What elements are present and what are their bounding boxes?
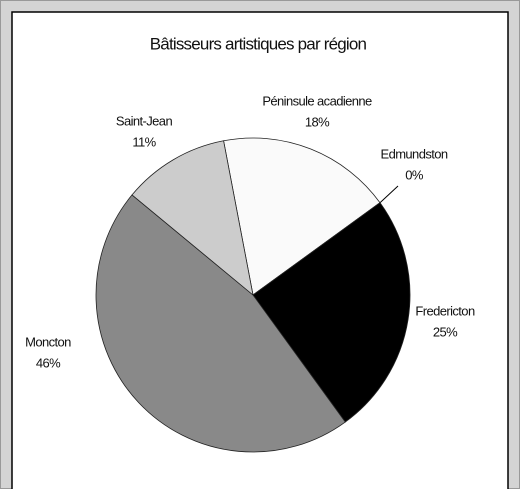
slice-label: Edmundston [381, 146, 448, 161]
pie-slice [252, 202, 411, 423]
slice-value-label: 46% [36, 355, 61, 370]
leader-line [379, 185, 399, 204]
slice-value-label: 25% [433, 324, 458, 339]
slice-value-label: 0% [405, 167, 424, 182]
slice-label: Fredericton [415, 303, 475, 318]
pie-slice [223, 137, 381, 296]
pie-slice [95, 194, 346, 453]
chart-title: Bâtisseurs artistiques par région [150, 34, 367, 53]
pie-slice [131, 140, 254, 297]
slice-label: Péninsule acadienne [262, 93, 372, 108]
slice-label: Saint-Jean [116, 113, 173, 128]
slice-value-label: 11% [132, 134, 156, 149]
slice-value-label: 18% [305, 114, 330, 129]
slice-label: Moncton [25, 334, 71, 349]
